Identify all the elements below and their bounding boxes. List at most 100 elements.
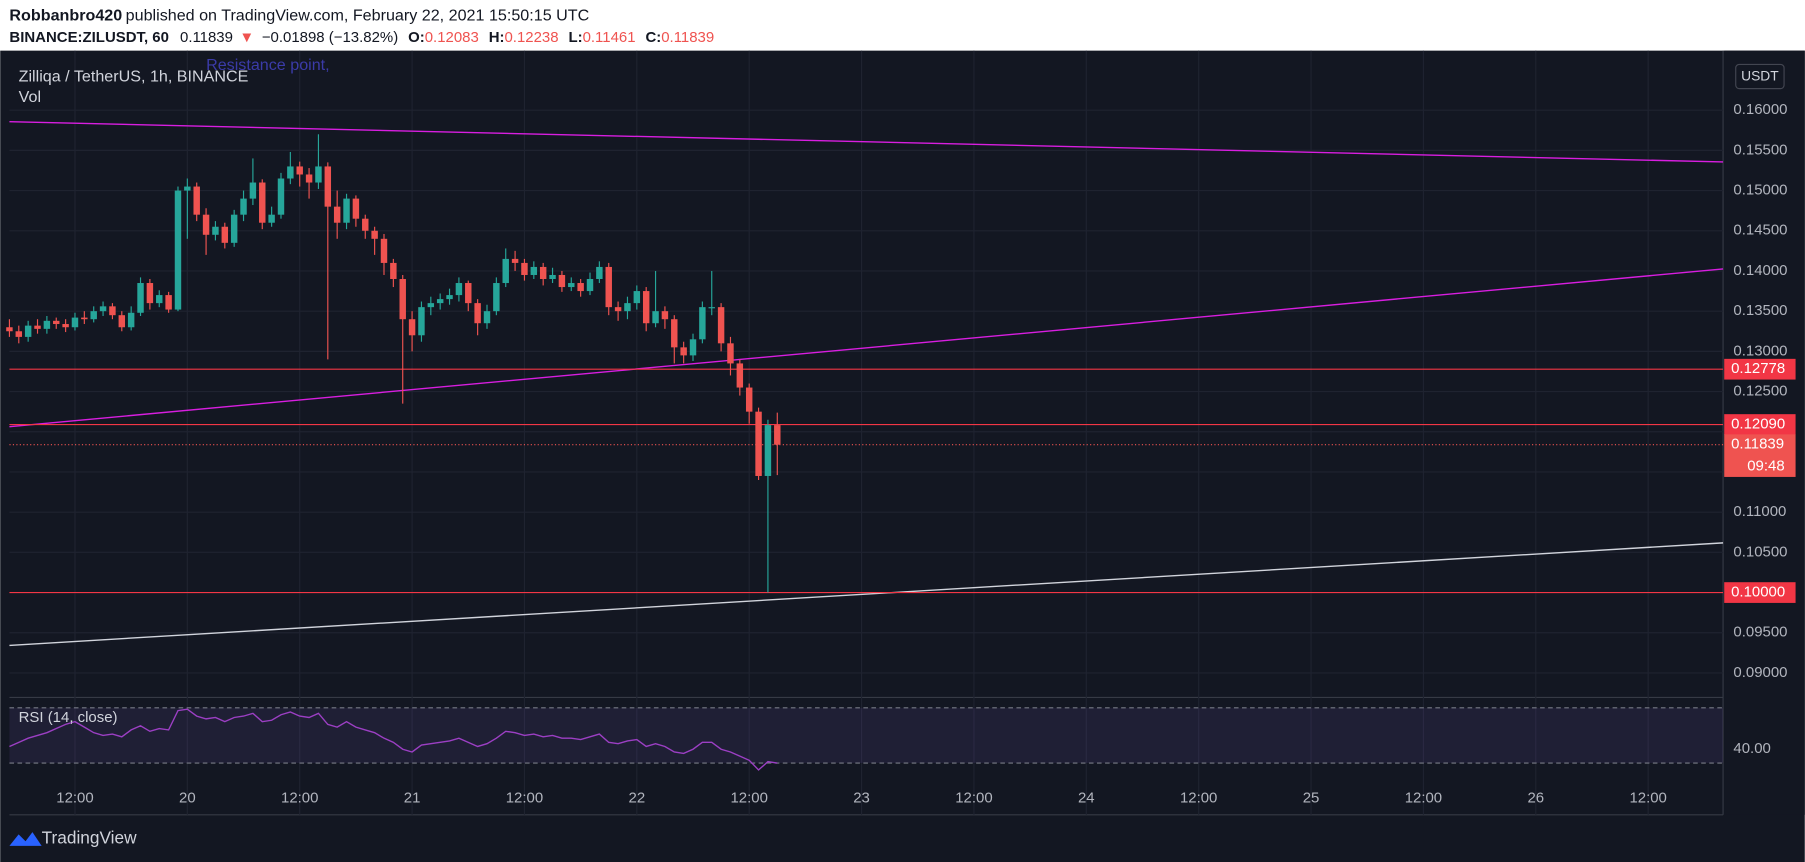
candle-body [755,411,762,476]
last-price-badge [1724,434,1796,477]
x-tick-label: 12:00 [730,790,767,807]
arrow: ▼ [239,29,254,46]
o: 0.12083 [425,29,479,46]
level-label: 0.10000 [1731,584,1785,601]
candle-body [436,299,444,304]
annotation: Resistance point, [206,56,330,74]
logo-icon [9,832,42,846]
x-tick-label: 24 [1078,790,1095,807]
candle-body [62,324,69,328]
candle-body [212,226,219,235]
candle-body [689,339,697,356]
published: published on TradingView.com, February 2… [126,6,590,24]
legend: Zilliqa / TetherUS, 1h, BINANCE [19,67,249,85]
candle-body [493,283,500,312]
candle-body [240,198,247,215]
y-tick-label: 0.13000 [1733,342,1787,359]
candle-body [193,186,200,215]
l: 0.11461 [583,29,636,46]
last-price-label: 0.11839 [1731,436,1784,453]
y-tick-label: 0.09000 [1733,664,1787,681]
last: 0.11839 [180,29,233,46]
brand: TradingView [42,828,137,848]
vol-label: Vol [19,88,41,106]
x-tick-label: 25 [1303,790,1320,807]
change: −0.01898 (−13.82%) [262,29,398,46]
symbol: BINANCE:ZILUSDT, 60 [9,29,169,46]
candle-body [633,291,641,304]
candle-body [530,266,538,275]
candle-body [427,303,435,308]
candle-body [184,186,191,191]
x-tick-label: 12:00 [56,790,93,807]
trendline [9,268,1724,428]
y-tick-label: 0.13500 [1733,302,1787,319]
candle-body [15,331,23,337]
candle-body [24,325,32,337]
candle-body [165,295,172,310]
candle-body [539,266,547,280]
x-tick-label: 21 [404,790,421,807]
candle-body [380,238,388,263]
candle-body [764,425,772,476]
candle-body [296,166,303,175]
level-label: 0.12778 [1731,360,1785,377]
l-label: L: [568,29,582,46]
ohlc-header: BINANCE:ZILUSDT, 60 0.11839 ▼ −0.01898 (… [9,29,714,46]
currency-button[interactable] [1735,63,1785,90]
candle-body [118,315,126,328]
x-tick-label: 12:00 [1405,790,1442,807]
c: 0.11839 [661,29,714,46]
candle-body [202,214,210,235]
trendline [9,542,1724,647]
y-tick-label: 0.15000 [1733,182,1787,199]
candle-body [446,295,453,300]
currency[interactable]: USDT [1741,68,1779,84]
candle-body [558,274,566,288]
candle-body [568,283,575,288]
y-tick-label: 0.10500 [1733,543,1787,560]
candle-body [680,347,687,356]
candle-body [249,182,257,199]
candle-body [642,291,650,324]
candle-body [352,198,360,219]
candle-body [577,283,584,292]
y-tick-label: 0.11000 [1733,503,1786,520]
candle-body [71,317,79,328]
candle-body [259,182,266,223]
candle-body [109,306,116,316]
candle-body [652,311,659,324]
level-label: 0.12090 [1731,415,1785,432]
y-tick-label: 0.16000 [1733,101,1787,118]
candle-body [315,166,322,183]
trendline [9,120,1724,163]
candle-body [717,307,725,344]
candle-body [34,325,41,329]
candle-body [502,258,509,284]
rsi-label: RSI (14, close) [19,709,118,726]
candle-body [474,303,481,324]
candle-body [399,279,406,320]
candle-body [343,198,350,223]
candle-body [53,320,60,325]
candle-body [390,262,397,280]
candle-body [596,266,603,280]
candle-body [661,311,669,320]
candle-body [511,258,519,263]
candle-body [699,307,706,340]
candle-body [146,283,154,304]
x-tick-label: 12:00 [1180,790,1217,807]
candle-body [287,166,294,179]
candle-body [521,262,528,275]
candle-body [333,206,341,223]
plot: 12:00 20 12:00 21 12:00 22 12:00 23 12:00 24 12:00… [6,50,1787,815]
x-tick-label: 12:00 [506,790,543,807]
o-label: O: [408,29,425,46]
candle-body [127,312,135,328]
countdown: 09:48 [1747,458,1784,475]
candle-body [221,226,229,243]
rsi-tick-label: 40.00 [1733,740,1770,757]
candle-body [137,283,144,313]
candle-body [305,174,313,183]
